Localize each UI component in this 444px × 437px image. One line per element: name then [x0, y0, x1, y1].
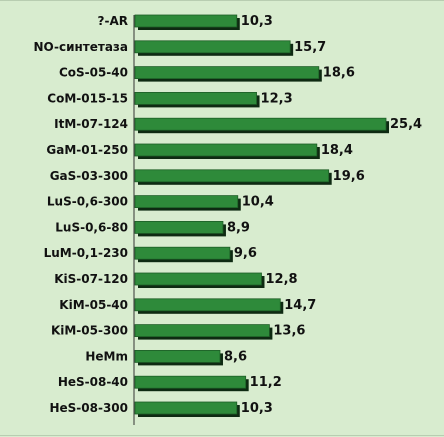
bar	[134, 117, 387, 131]
bar	[134, 66, 320, 79]
bar	[134, 14, 238, 28]
bar	[134, 246, 231, 260]
bar	[134, 169, 330, 183]
bar	[134, 40, 291, 54]
value-label: 8,6	[224, 349, 247, 364]
category-label: LuS-0,6-300	[47, 195, 128, 209]
bar	[134, 324, 270, 338]
value-label: 12,8	[265, 272, 297, 287]
value-label: 13,6	[273, 324, 305, 339]
value-label: 12,3	[261, 91, 293, 106]
value-label: 18,6	[323, 66, 355, 81]
category-label: CoS-05-40	[59, 66, 128, 80]
category-label: KiM-05-40	[59, 298, 128, 312]
bar	[134, 143, 318, 157]
category-label: CoM-015-15	[47, 91, 128, 105]
bar	[134, 272, 262, 286]
category-label: KiS-07-120	[54, 272, 128, 286]
bar	[134, 92, 257, 105]
category-label: HeS-08-300	[49, 401, 128, 415]
bar	[134, 298, 281, 312]
category-label: ItM-07-124	[54, 117, 128, 131]
value-label: 10,3	[241, 14, 273, 29]
value-label: 11,2	[250, 375, 282, 390]
value-label: 18,4	[321, 143, 353, 158]
category-label: ?-AR	[98, 14, 128, 28]
bar	[134, 375, 247, 389]
bar	[134, 349, 221, 363]
category-label: HeMm	[85, 349, 128, 363]
bar	[134, 220, 224, 234]
value-label: 25,4	[390, 117, 422, 132]
category-label: GaM-01-250	[46, 143, 128, 157]
value-label: 14,7	[284, 298, 316, 313]
category-label: KiM-05-300	[51, 324, 128, 338]
value-label: 19,6	[333, 169, 365, 184]
category-label: HeS-08-40	[58, 375, 128, 389]
bar	[134, 401, 238, 415]
value-label: 10,4	[242, 195, 274, 210]
value-label: 8,9	[227, 220, 250, 235]
category-label: LuS-0,6-80	[55, 220, 128, 234]
category-label: NO-синтетаза	[34, 40, 128, 54]
value-label: 15,7	[294, 40, 326, 55]
bar-series: ?-AR 10,3 NO-синтетаза 15,7 CoS-05-40 18,6 CoM…	[34, 14, 422, 417]
category-label: LuM-0,1-230	[44, 246, 128, 260]
category-label: GaS-03-300	[50, 169, 128, 183]
value-label: 9,6	[234, 246, 257, 261]
value-label: 10,3	[241, 401, 273, 416]
bar	[134, 195, 239, 209]
